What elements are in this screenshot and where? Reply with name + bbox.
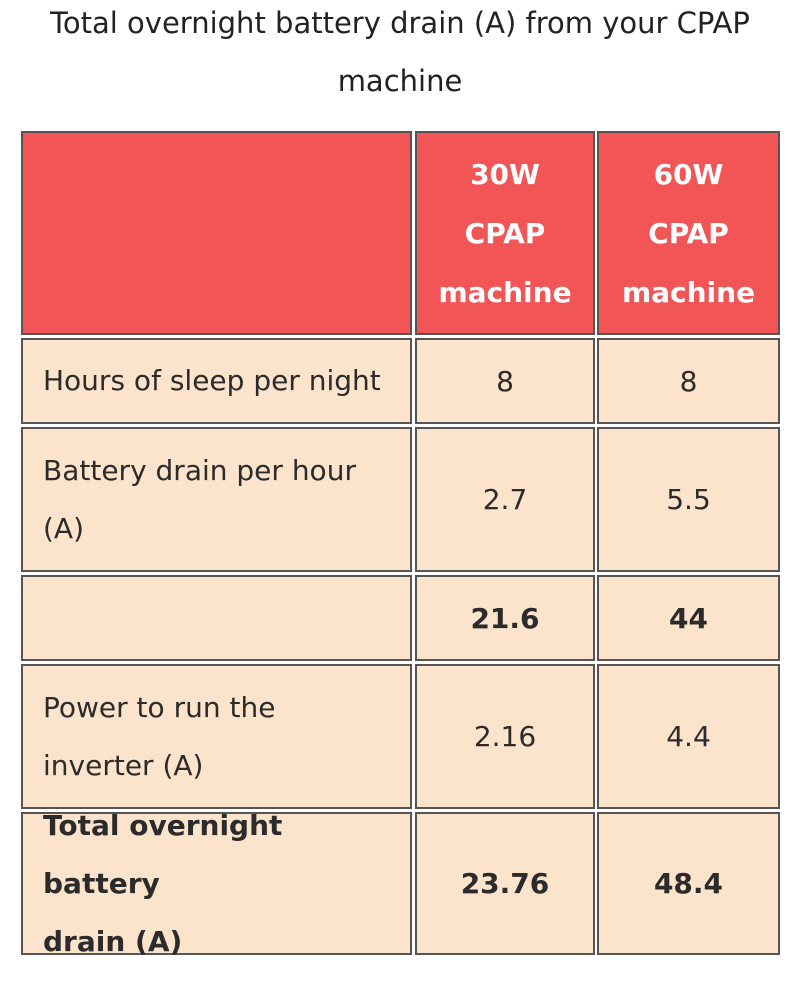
row-drain-per-hour-label-line-1: Battery drain per hour	[43, 453, 356, 487]
row-drain-per-hour-30w: 2.7	[415, 427, 595, 572]
page-title-line-1: Total overnight battery drain (A) from y…	[50, 6, 750, 40]
row-total-label-line-2: drain (A)	[43, 924, 183, 958]
row-subtotal-60w-value: 44	[669, 601, 708, 635]
row-total-label: Total overnight battery drain (A)	[21, 809, 412, 958]
row-subtotal-label	[21, 575, 412, 661]
row-hours-30w-value: 8	[496, 364, 514, 398]
row-hours-60w: 8	[597, 338, 780, 424]
row-inverter-30w-value: 2.16	[473, 720, 537, 753]
header-60w-cpap: 60W CPAP machine	[597, 131, 780, 335]
header-empty-cell	[21, 131, 412, 335]
header-30w-line-2: CPAP	[464, 216, 546, 250]
row-inverter-60w-value: 4.4	[666, 720, 711, 753]
header-30w-line-1: 30W	[470, 157, 540, 191]
row-drain-per-hour-label-line-2: (A)	[43, 511, 85, 545]
page-title-line-2: machine	[337, 64, 463, 98]
row-hours-60w-value: 8	[679, 364, 698, 398]
row-total-30w: 23.76	[415, 812, 595, 955]
header-60w-line-2: CPAP	[648, 216, 729, 250]
row-subtotal-30w: 21.6	[415, 575, 595, 661]
row-subtotal-30w-value: 21.6	[470, 601, 540, 635]
row-hours-label-text: Hours of sleep per night	[43, 364, 381, 397]
row-drain-per-hour-30w-value: 2.7	[482, 483, 528, 516]
row-inverter-label: Power to run the inverter (A)	[21, 664, 412, 809]
row-inverter-30w: 2.16	[415, 664, 595, 809]
row-inverter-label-line-2: inverter (A)	[43, 748, 204, 782]
row-inverter-60w: 4.4	[597, 664, 780, 809]
row-subtotal-60w: 44	[597, 575, 780, 661]
row-total-60w: 48.4	[597, 812, 780, 955]
row-drain-per-hour-label: Battery drain per hour (A)	[21, 427, 412, 572]
row-inverter-label-line-1: Power to run the	[43, 690, 276, 724]
row-hours-30w: 8	[415, 338, 595, 424]
row-drain-per-hour-60w: 5.5	[597, 427, 780, 572]
row-hours-label: Hours of sleep per night	[21, 338, 412, 424]
header-60w-line-3: machine	[621, 275, 756, 309]
row-total-label-line-1: Total overnight battery	[43, 808, 283, 900]
header-30w-line-3: machine	[438, 275, 572, 309]
row-drain-per-hour-60w-value: 5.5	[666, 483, 711, 516]
header-30w-cpap: 30W CPAP machine	[415, 131, 595, 335]
page-title: Total overnight battery drain (A) from y…	[0, 0, 800, 110]
row-total-30w-value: 23.76	[460, 867, 550, 900]
row-total-60w-value: 48.4	[653, 867, 724, 900]
header-60w-line-1: 60W	[653, 157, 724, 191]
